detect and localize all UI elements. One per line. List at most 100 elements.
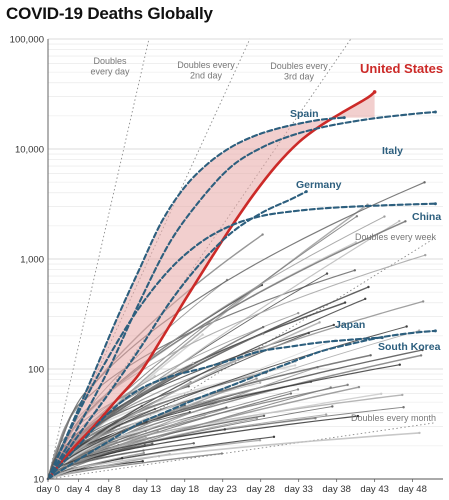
other-country-line — [47, 384, 348, 480]
other-country-endpoint — [404, 220, 407, 223]
other-country-endpoint — [419, 354, 423, 357]
other-country-line — [47, 366, 318, 480]
other-country-line — [47, 432, 420, 480]
x-tick-label: day 33 — [284, 484, 313, 495]
other-country-line — [47, 386, 360, 480]
series-label-japan: Japan — [335, 319, 365, 331]
doubling-guide-line — [47, 38, 150, 480]
other-country-endpoint — [405, 325, 408, 328]
other-country-endpoint — [289, 392, 293, 395]
other-country-endpoint — [116, 407, 119, 410]
other-country-line — [47, 220, 400, 480]
doubling-guide-label: Doubles every 3rd day — [270, 61, 328, 82]
guide-label-line: every day — [90, 67, 130, 77]
other-country-endpoint — [325, 272, 329, 275]
chart-gridlines — [48, 38, 443, 480]
series-line-germany — [46, 190, 308, 481]
other-country-endpoint — [367, 285, 370, 289]
x-tick-label: day 23 — [208, 484, 237, 495]
series-endpoint-italy — [433, 110, 437, 114]
other-country-endpoint — [144, 429, 147, 433]
other-country-endpoint — [297, 311, 300, 315]
other-country-endpoint — [258, 439, 262, 442]
guide-label-line: Doubles every — [177, 60, 235, 70]
other-country-endpoint — [418, 431, 421, 435]
y-tick-label: 1,000 — [20, 255, 44, 266]
guide-label-line: Doubles — [93, 56, 127, 66]
series-endpoint-china — [433, 202, 437, 206]
other-country-endpoint — [255, 377, 258, 380]
guide-label-line: Doubles every — [270, 61, 328, 71]
other-country-endpoint — [262, 414, 266, 417]
other-country-endpoint — [401, 393, 404, 397]
series-line-italy — [46, 110, 437, 481]
series-label-spain: Spain — [290, 108, 319, 120]
other-country-endpoint — [324, 413, 328, 416]
other-country-endpoint — [402, 406, 405, 409]
other-country-endpoint — [201, 333, 204, 336]
guide-label-line: 3rd day — [284, 72, 315, 82]
other-country-endpoint — [142, 451, 146, 455]
series-endpoint-japan — [433, 329, 437, 333]
guide-label-line: 2nd day — [190, 71, 223, 81]
other-country-endpoint — [255, 417, 259, 420]
other-country-endpoint — [353, 269, 357, 272]
series-label-germany: Germany — [296, 179, 342, 191]
other-country-endpoint — [272, 435, 276, 439]
doubling-guide-label: Doubles every day — [90, 56, 130, 77]
series-label-italy: Italy — [382, 145, 403, 157]
doubling-guide-label: Doubles every 2nd day — [177, 60, 235, 81]
highlighted-country-lines — [46, 90, 437, 481]
y-tick-label: 100,000 — [10, 35, 44, 46]
other-country-line — [47, 388, 299, 480]
other-country-endpoint — [192, 442, 195, 445]
other-country-endpoint — [346, 383, 349, 387]
other-country-endpoint — [191, 361, 195, 365]
us-comparison-band — [48, 92, 375, 479]
guide-label-line: Doubles every week — [355, 232, 437, 242]
y-tick-label: 10,000 — [15, 145, 44, 156]
doubling-guide-label: Doubles every week — [355, 232, 437, 242]
other-country-endpoint — [187, 385, 190, 388]
other-country-endpoint — [296, 388, 300, 391]
x-tick-label: day 4 — [67, 484, 90, 495]
series-line-spain — [46, 116, 346, 481]
other-country-endpoint — [141, 460, 145, 463]
series-endpoint-south-korea — [380, 336, 384, 340]
other-country-line — [47, 394, 403, 480]
other-country-endpoint — [261, 233, 264, 236]
other-country-endpoint — [332, 323, 336, 327]
other-country-endpoint — [369, 354, 372, 357]
other-country-endpoint — [356, 414, 360, 418]
other-country-endpoint — [263, 385, 266, 388]
series-label-united-states: United States — [360, 61, 443, 76]
other-country-endpoint — [120, 456, 124, 460]
x-tick-label: day 48 — [398, 484, 427, 495]
other-country-endpoint — [364, 297, 367, 301]
x-tick-label: day 43 — [360, 484, 389, 495]
other-country-endpoint — [357, 385, 361, 389]
series-line-south-korea — [46, 336, 384, 481]
other-country-endpoint — [355, 215, 359, 218]
us-spain-italy-band — [48, 92, 375, 479]
chart-title: COVID-19 Deaths Globally — [6, 4, 213, 23]
other-country-line — [47, 455, 160, 480]
doubling-guide-label: Doubles every month — [351, 413, 436, 423]
x-tick-label: day 8 — [97, 484, 120, 495]
series-label-china: China — [412, 211, 441, 223]
x-tick-label: day 18 — [170, 484, 199, 495]
other-country-endpoint — [223, 428, 227, 431]
other-country-endpoint — [398, 219, 401, 223]
other-country-endpoint — [424, 253, 427, 257]
x-tick-label: day 38 — [322, 484, 351, 495]
series-endpoint-spain — [342, 116, 346, 120]
series-endpoint-germany — [304, 190, 308, 194]
other-country-endpoint — [318, 321, 321, 324]
series-endpoint-united-states — [372, 90, 377, 94]
y-tick-label: 10 — [33, 475, 44, 486]
other-country-endpoint — [258, 381, 262, 384]
chart-axes: 10 100 1,000 10,000 100,000 day 0 day 4 day 8 da… — [10, 35, 443, 495]
other-country-endpoint — [383, 215, 386, 218]
other-country-endpoint — [398, 363, 401, 366]
